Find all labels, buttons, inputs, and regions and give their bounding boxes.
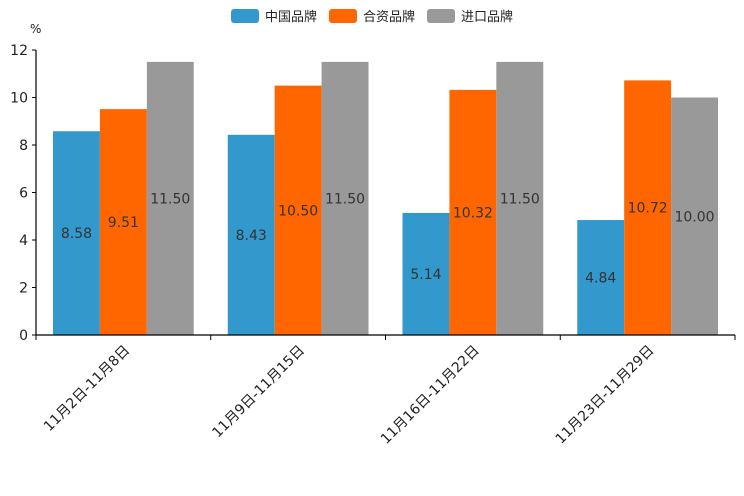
data-label-series3-cat1: 11.50 (150, 191, 190, 207)
legend-swatch (329, 9, 357, 23)
legend-label: 合资品牌 (363, 9, 415, 25)
x-category-label: 11月2日-11月8日 (41, 343, 133, 435)
bar-series2-cat4 (624, 80, 672, 336)
y-tick-label: 8 (19, 138, 28, 154)
data-label-series2-cat4: 10.72 (628, 201, 668, 217)
bar-series2-cat1 (99, 109, 147, 335)
data-label-series2-cat3: 10.32 (453, 205, 493, 221)
x-category-label: 11月16日-11月22日 (378, 343, 483, 448)
legend-label: 进口品牌 (461, 9, 513, 25)
data-label-series3-cat4: 10.00 (674, 209, 714, 225)
x-category-label: 11月9日-11月15日 (209, 343, 308, 442)
x-category-label: 11月23日-11月29日 (553, 343, 658, 448)
legend-swatch (427, 9, 455, 23)
data-label-series1-cat3: 5.14 (410, 267, 441, 283)
y-unit-label: % (30, 22, 41, 36)
data-label-series1-cat1: 8.58 (61, 226, 92, 242)
y-tick-label: 4 (19, 233, 28, 249)
bar-series3-cat4 (671, 97, 718, 335)
data-label-series1-cat2: 8.43 (236, 228, 267, 244)
data-labels: 8.58 8.43 5.14 4.84 9.51 10.50 10.32 10.72 11.50… (61, 191, 715, 286)
data-label-series2-cat1: 9.51 (108, 215, 139, 231)
legend: 中国品牌 合资品牌 进口品牌 (231, 9, 513, 25)
bar-series3-cat3 (496, 61, 544, 336)
data-label-series2-cat2: 10.50 (278, 203, 318, 219)
bar-series1-cat1 (53, 131, 100, 335)
bar-series2-cat3 (449, 89, 497, 336)
bar-series1-cat3 (402, 212, 450, 335)
y-tick-label: 10 (10, 91, 28, 107)
bar-series3-cat2 (321, 61, 369, 336)
bar-series1-cat2 (227, 134, 275, 335)
bar-series1-cat4 (577, 220, 625, 335)
bars (53, 61, 718, 336)
y-tick-label: 2 (19, 281, 28, 297)
bar-series3-cat1 (146, 61, 194, 336)
y-tick-label: 12 (10, 43, 28, 59)
legend-label: 中国品牌 (265, 9, 317, 25)
y-tick-label: 0 (19, 328, 28, 344)
legend-swatch (231, 9, 259, 23)
data-label-series1-cat4: 4.84 (585, 271, 616, 287)
bar-series2-cat2 (274, 85, 322, 336)
data-label-series3-cat3: 11.50 (500, 191, 540, 207)
y-tick-label: 6 (19, 186, 28, 202)
data-label-series3-cat2: 11.50 (325, 191, 365, 207)
